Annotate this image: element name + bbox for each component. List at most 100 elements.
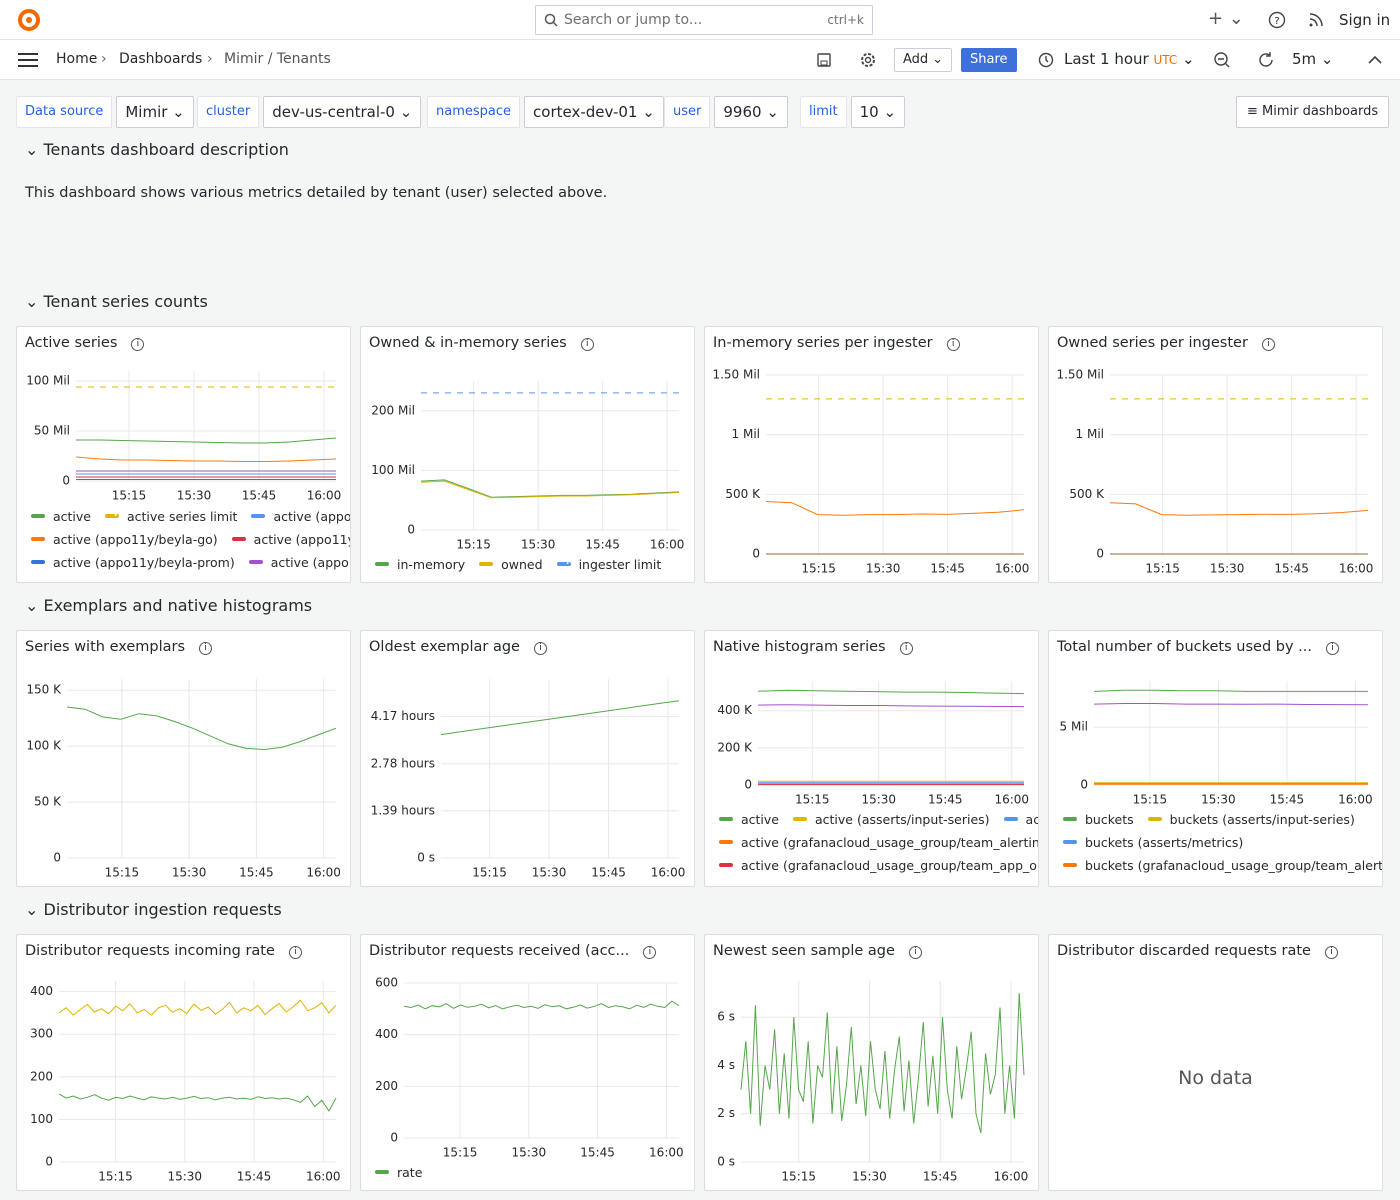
section-header[interactable]: ⌄ Tenants dashboard description [25,140,289,159]
legend-item[interactable]: buckets (asserts/metrics) [1063,835,1243,850]
time-picker[interactable]: Last 1 hour UTC ⌄ [1064,50,1195,68]
legend-row: active (appo11y/beyla-go) active (appo11y… [31,532,350,547]
legend-item[interactable]: active (appo11y [251,509,350,524]
search-box[interactable]: Search or jump to... ctrl+k [535,5,873,35]
variable[interactable]: Data source Mimir ⌄ [16,96,194,128]
panel-title: Native histogram series i [713,639,913,655]
x-tick-label: 15:45 [928,793,963,807]
legend-item[interactable]: active (appo11y/beyla-go) [31,532,218,547]
logo[interactable] [16,7,42,33]
legend-swatch [719,817,733,821]
legend-item[interactable]: active [31,509,91,524]
legend-swatch [1063,863,1077,867]
share-button[interactable]: Share [961,48,1017,72]
refresh-interval[interactable]: 5m ⌄ [1292,50,1334,68]
variable[interactable]: cluster dev-us-central-0 ⌄ [197,96,422,128]
y-tick-label: 100 K [26,739,62,753]
series-line [403,1000,680,1010]
breadcrumb: Mimir / Tenants [224,51,331,67]
legend-row: active (grafanacloud_usage_group/team_ap… [719,858,1039,873]
variable[interactable]: namespace cortex-dev-01 ⌄ [427,96,664,128]
legend-label: active [741,812,779,827]
legend-item[interactable]: active [719,812,779,827]
variable[interactable]: user 9960 ⌄ [664,96,788,128]
refresh-icon[interactable] [1257,51,1275,69]
sign-in[interactable]: Sign in [1339,11,1391,29]
legend-label: buckets (grafanacloud_usage_group/team_a… [1085,858,1383,873]
legend-item[interactable]: active series limit [105,509,237,524]
add-button[interactable]: Add ⌄ [894,48,953,72]
legend-label: active [53,509,91,524]
series-line [1093,703,1369,706]
x-tick-label: 15:45 [585,538,620,552]
collapse-icon[interactable] [1367,54,1383,66]
x-tick-label: 16:00 [995,562,1030,576]
section-title: Distributor ingestion requests [43,900,282,919]
legend-item[interactable]: owned [479,557,543,572]
series-line [757,689,1025,695]
no-data: No data [1178,1067,1253,1089]
legend-item[interactable]: buckets [1063,812,1134,827]
save-icon[interactable] [816,52,832,68]
breadcrumb[interactable]: Dashboards [119,51,203,67]
plot: 15:15 15:30 15:45 16:00 0 500 K 1 Mil 1.50 Mil [1056,368,1373,576]
section-header[interactable]: ⌄ Exemplars and native histograms [25,596,313,615]
legend-row: active (appo11y/beyla-prom) active (appo1… [31,555,350,570]
help-icon[interactable]: ? [1268,11,1286,29]
panel-title-text: Distributor requests received (acc... [369,943,630,959]
panel-title: In-memory series per ingester i [713,335,960,351]
legend-label: ingester limit [578,557,662,572]
x-tick-label: 15:45 [242,489,277,503]
legend-label: in-memory [397,557,466,572]
time-range: Last 1 hour [1064,50,1149,68]
legend-row: buckets buckets (asserts/input-series) [1063,812,1369,827]
menu-icon[interactable] [18,52,38,68]
panel-title-text: In-memory series per ingester [713,335,933,351]
y-tick-label: 6 s [717,1010,735,1024]
legend-item[interactable]: buckets (asserts/input-series) [1147,812,1355,827]
y-tick-label: 0 [62,474,70,488]
legend-item[interactable]: in-memory [375,557,465,572]
legend-item[interactable]: rate [375,1165,422,1180]
breadcrumb[interactable]: Home [56,51,98,67]
legend-label: active (grafanacloud_usage_group/team_ap… [741,858,1039,873]
y-tick-label: 1 Mil [732,427,760,441]
legend-item[interactable]: ingester limit [556,557,662,572]
panel-title-text: Native histogram series [713,639,886,655]
legend-item[interactable]: active (appo11y/beyla-prom) [31,555,235,570]
info-icon: i [1261,338,1275,351]
legend-row: buckets (asserts/metrics) [1063,835,1257,850]
x-tick-label: 16:00 [306,866,341,880]
panel: Distributor discarded requests rate i No d… [1048,934,1383,1191]
x-tick-label: 16:00 [650,538,685,552]
legend-label: active (asserts/input-series) [815,812,990,827]
variable[interactable]: limit 10 ⌄ [800,96,906,128]
timezone: UTC [1153,53,1178,67]
series-line [58,999,337,1016]
y-tick-label: 600 [375,976,398,990]
legend-swatch [719,863,733,867]
section-header[interactable]: ⌄ Tenant series counts [25,292,208,311]
zoom-out[interactable] [1213,51,1231,69]
variable-value-text: dev-us-central-0 [272,103,395,121]
settings-icon[interactable] [859,51,877,69]
legend-item[interactable]: active (appo11y/be [231,532,350,547]
panel-title: Active series i [25,335,145,351]
dashboards-link[interactable]: ≡ Mimir dashboards [1236,96,1390,128]
panel: Distributor requests received (acc... i 15… [360,934,695,1191]
legend-item[interactable]: active (grafanacloud_usage_group/team_ap… [719,858,1039,873]
variable-label: user [664,96,711,128]
legend-item[interactable]: active (grafanacloud_usage_group/team_al… [719,835,1038,850]
legend-item[interactable]: active (appo11y [248,555,350,570]
section-header[interactable]: ⌄ Distributor ingestion requests [25,900,282,919]
x-tick-label: 15:30 [172,866,207,880]
plot: 15:15 15:30 15:45 16:00 0 5 Mil [1060,681,1373,807]
new-button[interactable]: + ⌄ [1208,8,1244,29]
info-icon: i [199,642,213,655]
y-tick-label: 0 [390,1131,398,1145]
panel-title-text: Distributor discarded requests rate [1057,943,1311,959]
legend-item[interactable]: active (asserts/input-series) [793,812,990,827]
legend-item[interactable]: buckets (grafanacloud_usage_group/team_a… [1063,858,1383,873]
legend-item[interactable]: activ [1003,812,1038,827]
rss-icon[interactable] [1308,12,1324,28]
